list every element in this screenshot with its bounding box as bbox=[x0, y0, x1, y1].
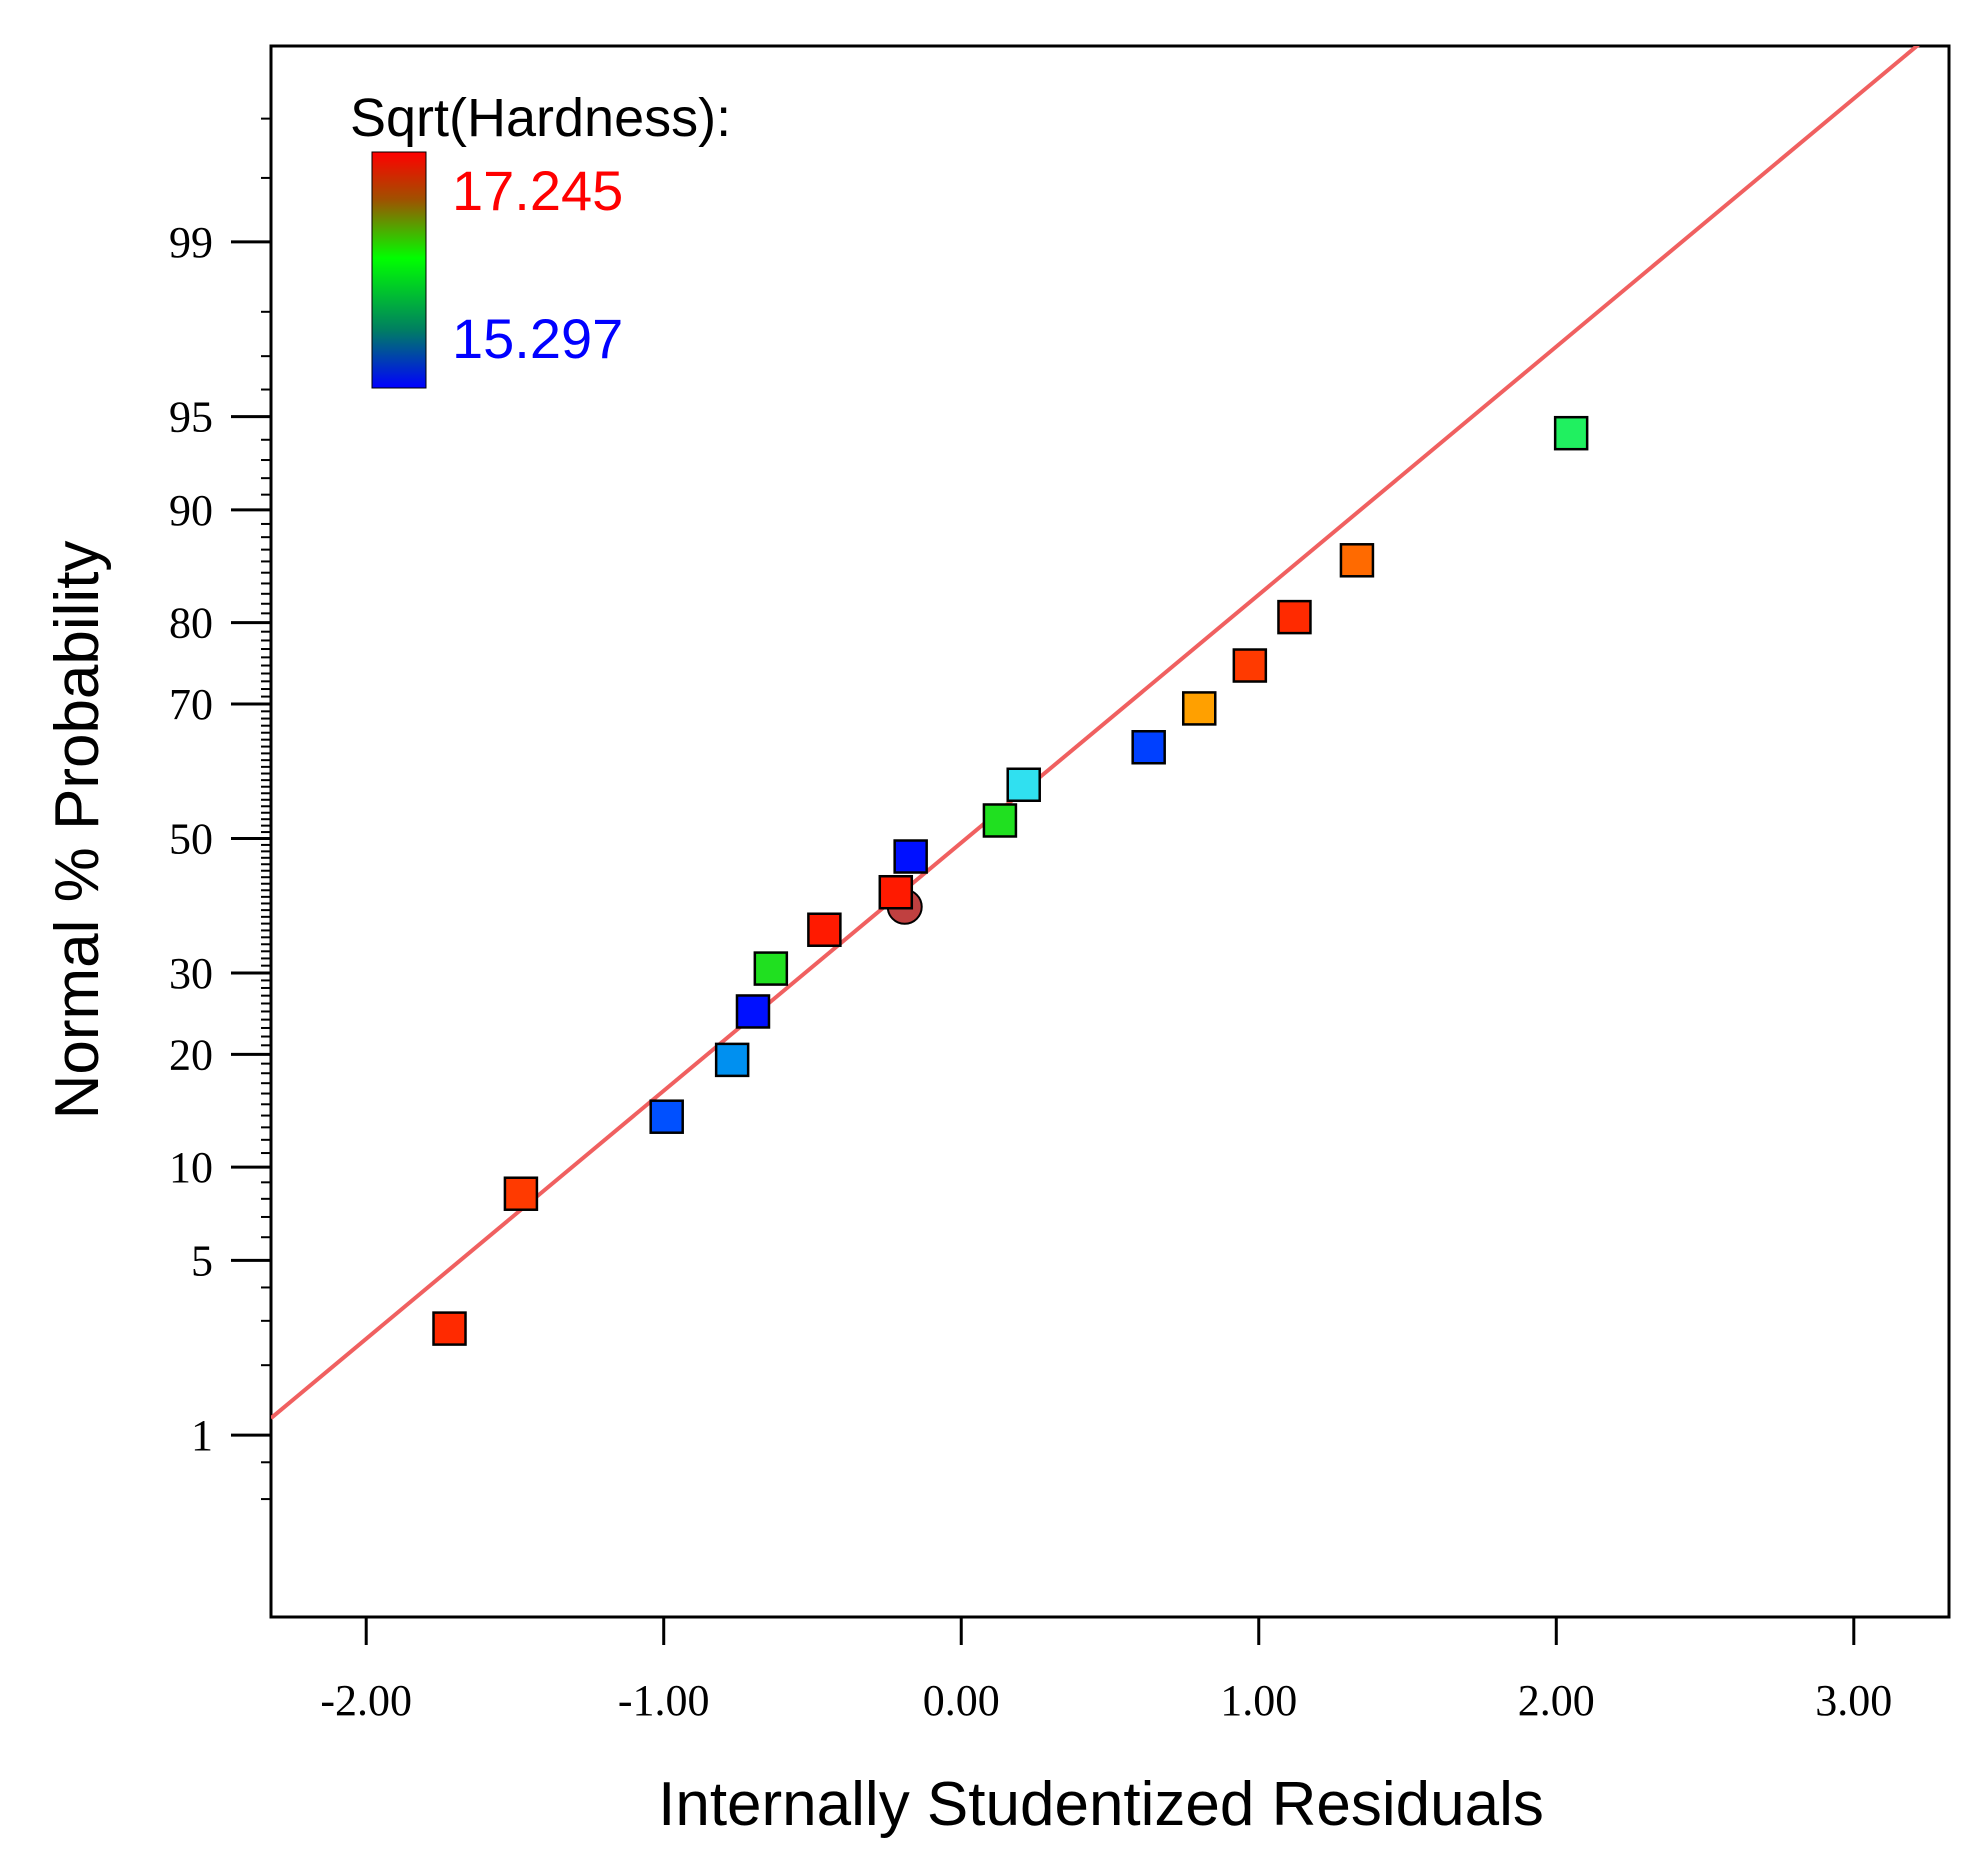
y-tick-label: 90 bbox=[169, 486, 213, 535]
y-tick-label: 30 bbox=[169, 949, 213, 998]
x-tick-label: -2.00 bbox=[320, 1676, 412, 1725]
y-tick-label: 50 bbox=[169, 814, 213, 863]
x-tick-label: -1.00 bbox=[618, 1676, 710, 1725]
data-point bbox=[1339, 543, 1375, 578]
data-point bbox=[1553, 415, 1589, 451]
data-point bbox=[878, 874, 914, 910]
data-points bbox=[432, 415, 1589, 1346]
y-axis: 1 5 10 20 30 50 70 80 90 95 99 bbox=[169, 117, 271, 1501]
y-tick-label: 20 bbox=[169, 1030, 213, 1079]
data-point bbox=[735, 994, 771, 1029]
legend-min-label: 15.297 bbox=[452, 307, 623, 370]
data-point bbox=[1006, 767, 1041, 803]
data-point bbox=[503, 1176, 539, 1211]
data-point bbox=[432, 1311, 467, 1346]
y-tick-label: 80 bbox=[169, 599, 213, 648]
data-point bbox=[714, 1042, 750, 1078]
plot-frame bbox=[269, 44, 1951, 1619]
y-tick-label: 70 bbox=[169, 680, 213, 729]
y-tick-label: 5 bbox=[191, 1236, 213, 1285]
y-tick-label: 1 bbox=[191, 1411, 213, 1460]
x-tick-label: 3.00 bbox=[1815, 1676, 1892, 1725]
data-point bbox=[893, 839, 928, 874]
y-tick-label: 95 bbox=[169, 393, 213, 442]
legend-color-bar bbox=[371, 151, 427, 389]
legend-max-label: 17.245 bbox=[452, 159, 623, 222]
data-point bbox=[649, 1099, 684, 1134]
legend-title: Sqrt(Hardness): bbox=[350, 88, 731, 148]
y-tick-label: 10 bbox=[169, 1143, 213, 1192]
data-point bbox=[753, 951, 789, 986]
x-tick-label: 2.00 bbox=[1518, 1676, 1595, 1725]
data-point bbox=[1277, 599, 1312, 635]
reference-line bbox=[271, 46, 1921, 1420]
x-tick-label: 0.00 bbox=[923, 1676, 1000, 1725]
x-axis-title: Internally Studentized Residuals bbox=[658, 1770, 1544, 1839]
data-point bbox=[1131, 730, 1166, 765]
data-point bbox=[1232, 648, 1268, 683]
data-point bbox=[1182, 691, 1217, 726]
data-point bbox=[982, 803, 1018, 838]
y-axis-title: Normal % Probability bbox=[43, 541, 112, 1120]
x-axis: -2.00 -1.00 0.00 1.00 2.00 3.00 bbox=[320, 1617, 1892, 1725]
y-tick-label: 99 bbox=[169, 218, 213, 267]
data-point bbox=[807, 912, 842, 947]
x-tick-label: 1.00 bbox=[1220, 1676, 1297, 1725]
